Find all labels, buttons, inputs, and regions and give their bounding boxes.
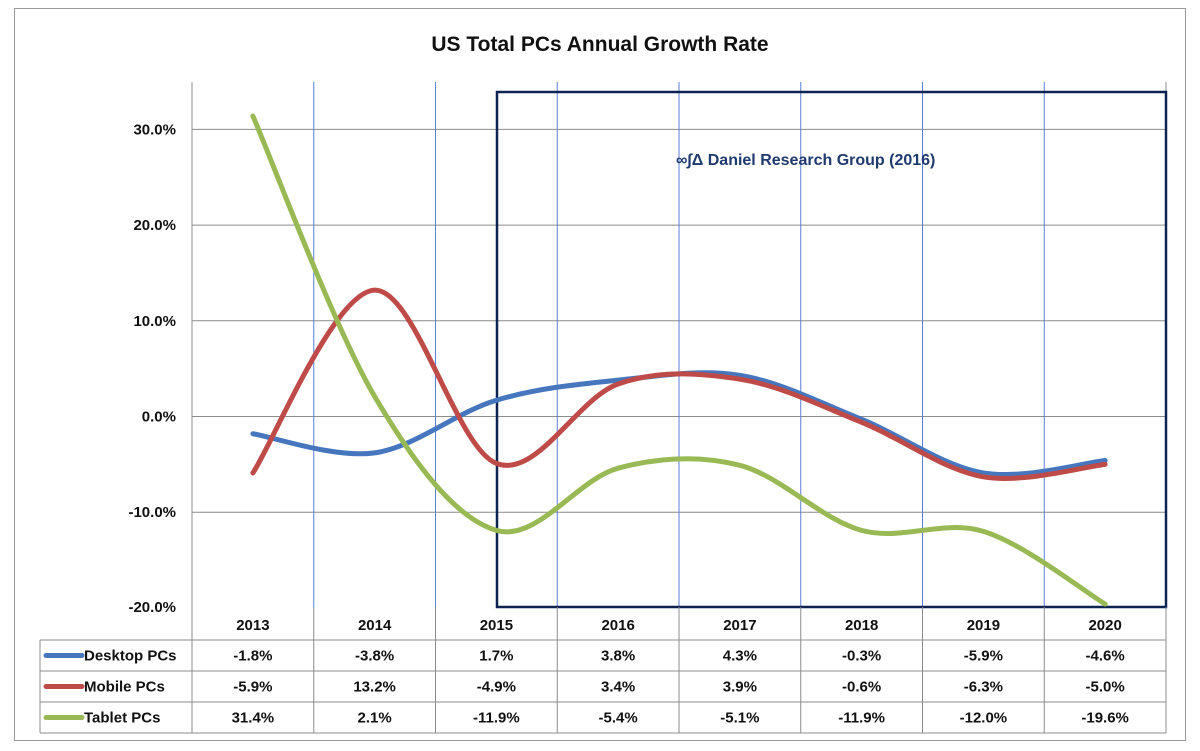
y-tick-label: 20.0% (133, 217, 176, 234)
y-tick-label: -20.0% (128, 599, 176, 616)
table-cell: 1.7% (479, 648, 513, 665)
y-tick-label: 0.0% (142, 409, 176, 426)
table-cell: -3.8% (355, 648, 394, 665)
chart-frame (14, 8, 1186, 741)
series-line-mobile-pcs (250, 287, 1108, 481)
legend-label-desktop-pcs: Desktop PCs (84, 648, 177, 665)
category-label: 2014 (358, 617, 392, 634)
series-line-tablet-pcs (250, 113, 1108, 607)
category-label: 2017 (723, 617, 756, 634)
data-table: 2013 2014 2015 2016 2017 2018 2019 2020 Desktop … (39, 607, 1167, 734)
chart-title: US Total PCs Annual Growth Rate (431, 33, 769, 56)
source-annotation: ∞∫Δ Daniel Research Group (2016) (676, 152, 935, 169)
table-cell: -5.9% (964, 648, 1003, 665)
category-label: 2020 (1088, 617, 1121, 634)
forecast-box (495, 90, 1168, 609)
y-tick-label: 10.0% (133, 313, 176, 330)
table-cell: -12.0% (960, 710, 1008, 727)
table-cell: 3.9% (723, 679, 757, 696)
legend-label-mobile-pcs: Mobile PCs (84, 679, 165, 696)
table-cell: 3.4% (601, 679, 635, 696)
table-cell: -5.0% (1086, 679, 1125, 696)
table-cell: -5.4% (599, 710, 638, 727)
table-cell: -11.9% (838, 710, 885, 727)
table-cell: -1.8% (233, 648, 272, 665)
y-tick-label: 30.0% (133, 121, 176, 138)
table-cell: 3.8% (601, 648, 635, 665)
forecast-rect (495, 90, 1168, 609)
category-label: 2016 (601, 617, 634, 634)
table-cell: 31.4% (232, 710, 275, 727)
table-cell: -11.9% (473, 710, 520, 727)
series-lines (250, 113, 1108, 607)
table-cell: -4.9% (477, 679, 516, 696)
grid-lines (191, 82, 1167, 607)
category-label: 2013 (236, 617, 269, 634)
table-cell: -19.6% (1081, 710, 1129, 727)
table-cell: 2.1% (358, 710, 392, 727)
category-label: 2018 (845, 617, 878, 634)
legend-label-tablet-pcs: Tablet PCs (84, 710, 160, 727)
table-cell: -0.3% (842, 648, 881, 665)
table-cell: 13.2% (353, 679, 396, 696)
table-cell: 4.3% (723, 648, 757, 665)
table-cell: -0.6% (842, 679, 881, 696)
category-label: 2019 (967, 617, 1000, 634)
table-cell: -4.6% (1086, 648, 1125, 665)
table-cell: -5.9% (233, 679, 272, 696)
y-axis: 30.0% 20.0% 10.0% 0.0% -10.0% -20.0% (128, 121, 176, 616)
y-tick-label: -10.0% (128, 504, 176, 521)
category-label: 2015 (480, 617, 513, 634)
table-cell: -6.3% (964, 679, 1003, 696)
table-cell: -5.1% (720, 710, 759, 727)
